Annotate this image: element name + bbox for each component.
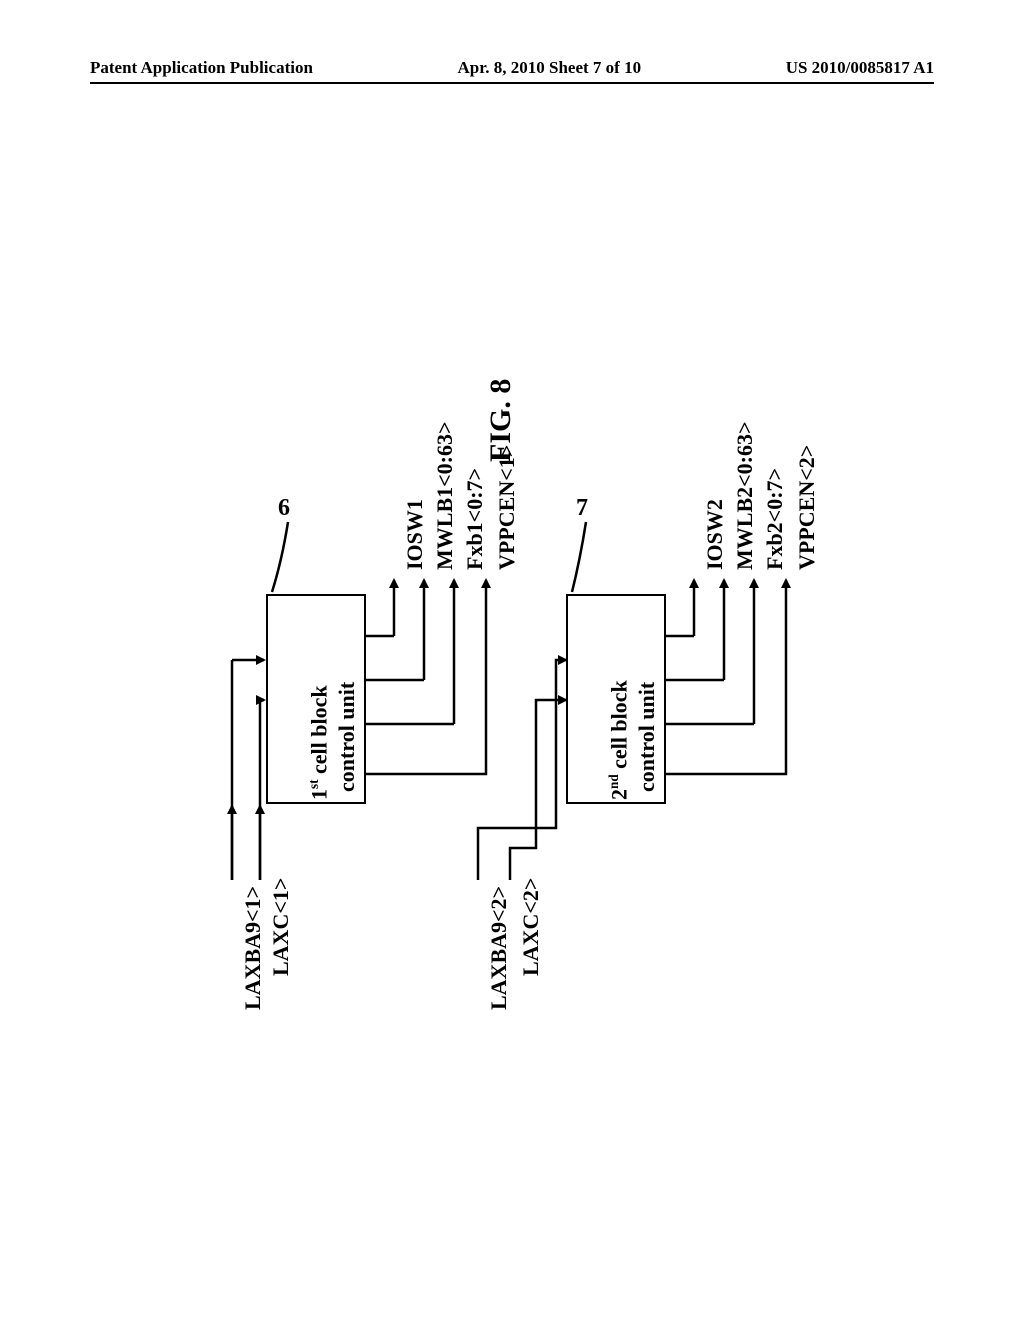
diagram-svg [0, 0, 1024, 1320]
diagram: FIG. 8 1st cell block control unit 2nd c… [0, 0, 1024, 1320]
